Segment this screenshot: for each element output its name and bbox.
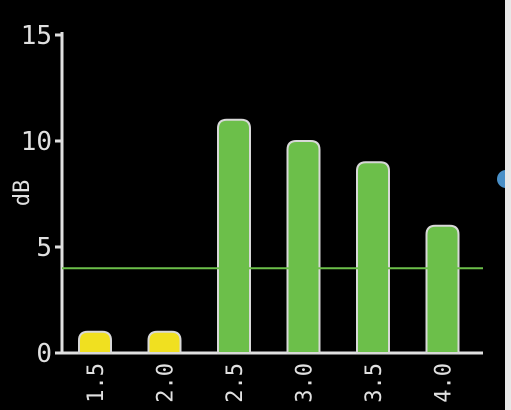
- bar-3.5: [356, 161, 390, 354]
- axes: [60, 32, 483, 355]
- indicator-dot: [497, 170, 511, 188]
- y-tick-label: 0: [36, 339, 52, 369]
- bar-3.0: [286, 140, 321, 354]
- x-tick-label: 1.5: [84, 363, 109, 403]
- bar-1.5: [78, 330, 112, 354]
- y-axis-label: dB: [10, 180, 35, 207]
- y-tick-label: 10: [21, 127, 52, 157]
- bar-2.0: [147, 330, 182, 354]
- bars: [78, 118, 460, 354]
- x-tick-label: 2.5: [223, 363, 248, 403]
- y-tick-label: 15: [21, 21, 52, 51]
- y-ticks: 0 5 10 15: [21, 21, 62, 369]
- x-tick-label: 3.0: [293, 363, 318, 403]
- x-tick-label: 3.5: [362, 363, 387, 403]
- bar-4.0: [425, 224, 460, 354]
- x-tick-label: 4.0: [432, 363, 457, 403]
- x-ticks: 1.5 2.0 2.5 3.0 3.5 4.0: [84, 363, 457, 403]
- x-tick-label: 2.0: [154, 363, 179, 403]
- bar-2.5: [217, 118, 251, 354]
- y-tick-label: 5: [36, 233, 52, 263]
